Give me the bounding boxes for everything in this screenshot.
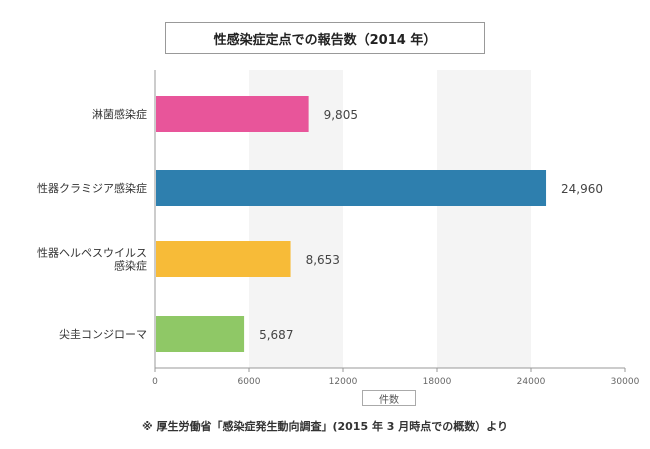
chart-title: 性感染症定点での報告数（2014 年） (165, 22, 485, 54)
bar-value-label: 8,653 (306, 253, 340, 267)
x-tick-label: 24000 (517, 377, 546, 387)
bar-value-label: 24,960 (561, 182, 603, 196)
category-label-line: 性器ヘルペスウイルス (37, 246, 147, 260)
x-tick-label: 12000 (329, 377, 358, 387)
category-label: 性器ヘルペスウイルス感染症 (37, 246, 147, 273)
bar-value-label: 9,805 (324, 108, 358, 122)
category-label-line: 性器クラミジア感染症 (37, 181, 147, 195)
category-label: 尖圭コンジローマ (59, 328, 147, 341)
category-label-line: 淋菌感染症 (92, 107, 147, 121)
x-tick-label: 30000 (611, 377, 640, 387)
bar (156, 316, 245, 352)
category-label: 性器クラミジア感染症 (37, 181, 147, 195)
x-tick-label: 18000 (423, 377, 452, 387)
bar (156, 241, 291, 277)
category-label: 淋菌感染症 (92, 107, 147, 121)
grid-band (437, 70, 531, 368)
bar (156, 170, 547, 206)
source-note: ※ 厚生労働省「感染症発生動向調査」(2015 年 3 月時点での概数）より (141, 420, 509, 433)
category-label-line: 感染症 (114, 259, 147, 273)
x-axis-unit-label: 件数 (362, 390, 416, 406)
bar-value-label: 5,687 (259, 328, 293, 342)
category-label-line: 尖圭コンジローマ (59, 328, 147, 341)
bar (156, 96, 309, 132)
x-tick-label: 6000 (238, 377, 261, 387)
x-tick-label: 0 (152, 377, 158, 387)
